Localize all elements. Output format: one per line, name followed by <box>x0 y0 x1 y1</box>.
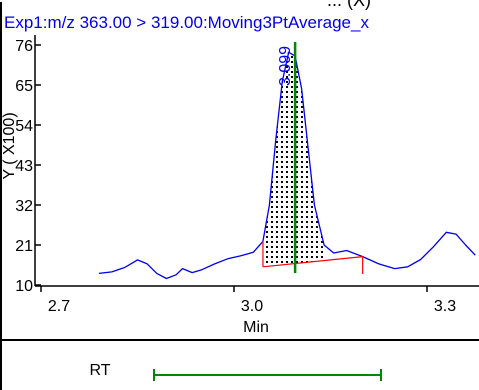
y-tick-label: 10 <box>15 278 33 295</box>
x-axis-label: Min <box>243 319 269 336</box>
chart-title: Exp1:m/z 363.00 > 319.00:Moving3PtAverag… <box>4 13 369 32</box>
y-axis-label: Y ( X100) <box>1 112 18 179</box>
y-tick-label: 54 <box>15 118 33 135</box>
x-tick-label: 3.0 <box>241 298 263 315</box>
x-tick-label: 2.7 <box>48 298 70 315</box>
y-tick-label: 43 <box>15 158 33 175</box>
y-tick-label: 76 <box>15 38 33 55</box>
trace-line <box>98 51 476 280</box>
x-tick-label: 3.3 <box>434 298 456 315</box>
y-tick-label: 32 <box>15 198 33 215</box>
y-tick-label: 65 <box>15 78 33 95</box>
rt-panel-label: RT <box>89 362 110 379</box>
y-tick-label: 21 <box>15 238 33 255</box>
peak-area <box>262 52 325 267</box>
peak-rt-label: 3.099 <box>277 46 294 86</box>
integration-baseline <box>262 256 363 268</box>
top-title-fragment: ... (X) <box>327 0 371 10</box>
